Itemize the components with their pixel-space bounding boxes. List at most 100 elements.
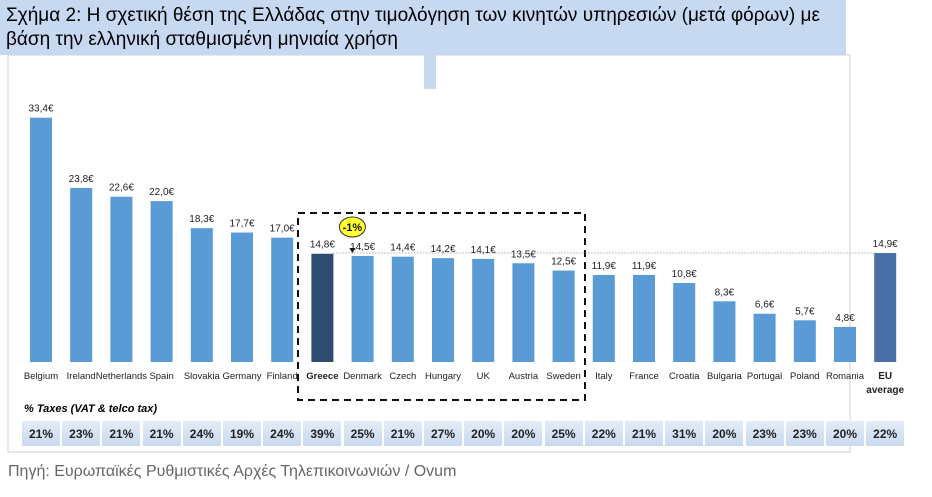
bar — [70, 187, 93, 362]
chart-title: Σχήμα 2: Η σχετική θέση της Ελλάδας στην… — [0, 0, 846, 55]
x-tick-label: Ireland — [61, 370, 101, 384]
x-tick-label: UK — [463, 370, 503, 384]
tax-cell: 31% — [665, 421, 704, 446]
title-tab — [424, 55, 436, 89]
tax-cell: 21% — [22, 421, 60, 446]
annotation-arrow — [349, 248, 356, 253]
tax-cell: 21% — [383, 421, 422, 446]
value-label: 33,4€ — [28, 104, 53, 115]
x-tick-label: Romania — [825, 370, 865, 384]
x-tick-label: Sweden — [544, 370, 584, 384]
bar — [150, 201, 173, 362]
tax-cell: 25% — [544, 421, 583, 446]
x-tick-label: Portugal — [745, 370, 785, 384]
x-tick-label-text: Slovakia — [183, 371, 220, 382]
x-tick-label: EU average — [865, 370, 905, 398]
x-tick-label: Netherlands — [96, 370, 147, 384]
source: Πηγή: Ευρωπαϊκές Ρυθμιστικές Αρχές Τηλεπ… — [8, 463, 457, 480]
x-tick-label: Poland — [785, 370, 825, 384]
value-label: 14,8€ — [310, 240, 335, 251]
x-tick-label: Finland — [262, 370, 302, 384]
x-tick-label-text: Sweden — [546, 371, 581, 382]
x-tick-label: Belgium — [21, 370, 61, 384]
tax-cell: 20% — [826, 421, 864, 446]
bar — [391, 256, 414, 362]
tax-cell: 21% — [142, 421, 181, 446]
bar — [673, 283, 696, 362]
tax-cell: 23% — [62, 421, 101, 446]
bar — [592, 274, 615, 362]
value-label: 14,9€ — [873, 239, 898, 250]
value-label: 14,4€ — [390, 243, 415, 254]
x-tick-label-text: Belgium — [23, 371, 59, 382]
x-tick-label: Spain — [142, 370, 182, 384]
x-tick-label-text: UK — [476, 371, 490, 382]
x-tick-label: Slovakia — [182, 370, 222, 384]
x-tick-label: Denmark — [343, 370, 383, 384]
x-tick-label: Italy — [584, 370, 624, 384]
x-tick-label: Bulgaria — [704, 370, 744, 384]
tax-cell: 24% — [263, 421, 302, 446]
tax-cell: 20% — [705, 421, 744, 446]
bar — [472, 258, 495, 362]
x-tick-label-text: Germany — [222, 371, 262, 382]
x-tick-label-text: Poland — [790, 371, 820, 382]
value-label: 5,7€ — [795, 306, 815, 317]
value-label: 8,3€ — [715, 287, 735, 298]
x-tick-label: Hungary — [423, 370, 463, 384]
value-label: 6,6€ — [755, 300, 775, 311]
bar — [311, 253, 334, 362]
tax-cell: 39% — [303, 421, 342, 446]
bar — [351, 255, 374, 362]
tax-cell: 27% — [424, 421, 462, 446]
bar — [834, 326, 856, 362]
x-tick-label-text: Greece — [306, 371, 339, 382]
value-label: 4,8€ — [835, 313, 855, 324]
tax-cell: 25% — [343, 421, 382, 446]
highlight-box — [297, 212, 586, 401]
value-label: 17,0€ — [270, 224, 295, 235]
bar — [633, 274, 655, 362]
x-tick-label-text: Denmark — [343, 371, 382, 382]
value-label: 17,7€ — [229, 219, 254, 230]
tax-cell: 22% — [866, 421, 905, 446]
value-label: 14,2€ — [430, 244, 455, 255]
x-tick-label-text: Hungary — [425, 371, 461, 382]
x-tick-label-text: Italy — [595, 371, 613, 382]
tax-cell: 23% — [785, 421, 824, 446]
x-tick-label-text: Finland — [266, 371, 298, 382]
x-tick-label-text: Bulgaria — [706, 371, 742, 382]
taxes-label: % Taxes (VAT & telco tax) — [24, 403, 158, 415]
value-label: 18,3€ — [189, 214, 214, 225]
x-tick-label-text: Croatia — [668, 371, 700, 382]
value-label: 11,9€ — [592, 261, 617, 272]
bar — [432, 258, 454, 362]
value-label: 23,8€ — [69, 174, 94, 185]
bar — [713, 301, 736, 362]
tax-cell: 21% — [102, 421, 141, 446]
bar — [512, 263, 535, 362]
x-tick-label-text: EU average — [866, 371, 905, 396]
value-label: 14,5€ — [350, 242, 375, 253]
tax-cell: 21% — [625, 421, 663, 446]
value-label: 12,5€ — [551, 257, 576, 268]
bar — [793, 320, 816, 362]
x-tick-label-text: Ireland — [66, 371, 96, 382]
tax-cell: 22% — [584, 421, 623, 446]
x-tick-label-text: Romania — [825, 371, 865, 382]
value-label: 14,1€ — [471, 245, 496, 256]
annotation-bubble — [338, 216, 366, 238]
tax-cell: 23% — [745, 421, 784, 446]
x-tick-label: Austria — [503, 370, 543, 384]
tax-cell: 24% — [182, 421, 221, 446]
annotation: -1% — [343, 222, 363, 234]
x-tick-label-text: Portugal — [746, 371, 783, 382]
x-tick-label-text: France — [629, 371, 659, 382]
x-tick-label: Croatia — [664, 370, 704, 384]
x-tick-label-text: Czech — [389, 371, 417, 382]
x-tick-label: Germany — [222, 370, 262, 384]
bar — [231, 232, 253, 362]
value-label: 22,0€ — [149, 187, 174, 198]
